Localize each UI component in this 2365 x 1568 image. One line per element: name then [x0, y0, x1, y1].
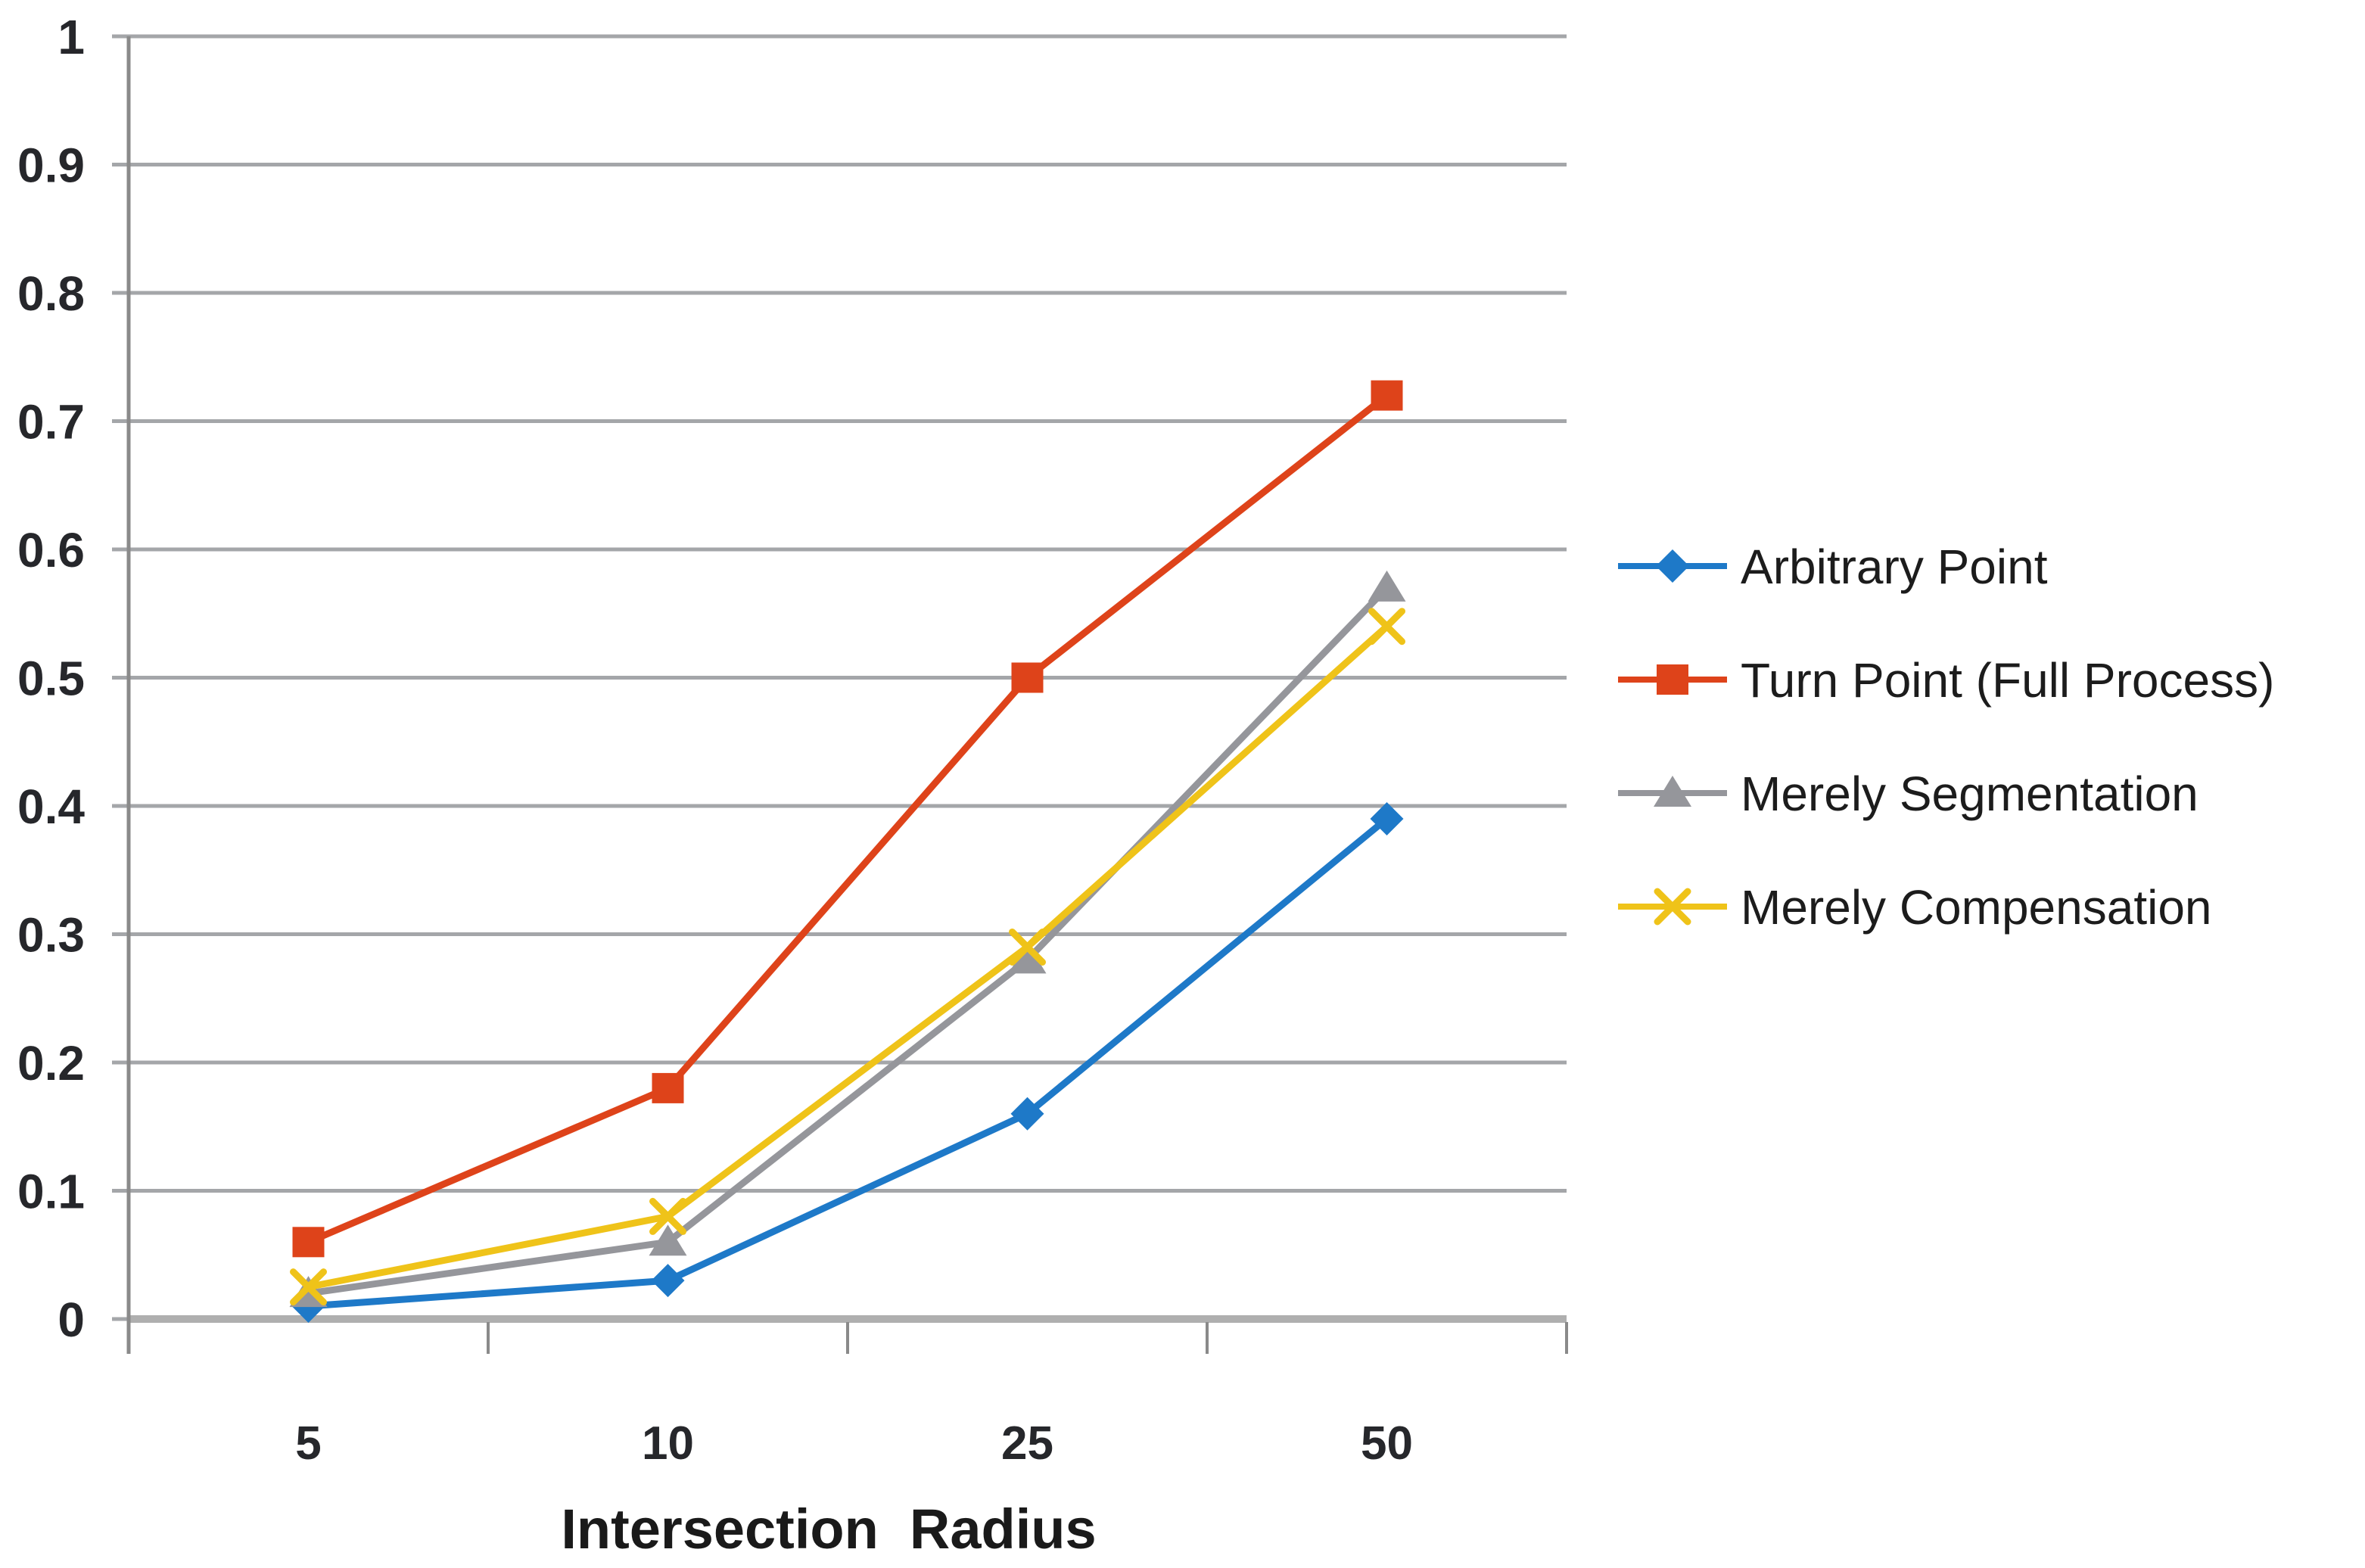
y-axis-labels: 0 0.1 0.2 0.3 0.4 0.5 0.6 0.7 0.8 0.9 1 [17, 10, 85, 1347]
y-tick-label: 0 [58, 1293, 85, 1347]
series-group [289, 380, 1406, 1324]
legend: Arbitrary Point Turn Point (Full Process)… [1618, 540, 2274, 935]
diamond-marker-arbitrary-point [1370, 801, 1404, 835]
triangle-marker-merely-segmentation [1008, 942, 1047, 974]
legend-label: Merely Segmentation [1741, 767, 2199, 821]
axes [126, 36, 1568, 1354]
series-line-merely-compensation [305, 623, 1390, 1291]
y-tick-label: 0.5 [17, 652, 85, 706]
legend-item-turn-point-full-process: Turn Point (Full Process) [1618, 653, 2274, 708]
x-axis-title: Intersection Radius [561, 1498, 1096, 1560]
square-marker-turn-point-full-process [1011, 662, 1044, 693]
x-axis-labels: 5 10 25 50 [295, 1417, 1413, 1470]
series-arbitrary-point [291, 801, 1404, 1324]
x-marker-merely-compensation [290, 1268, 327, 1306]
series-turn-point-full-process [292, 380, 1403, 1258]
y-tick-label: 0.9 [17, 138, 85, 193]
legend-item-merely-compensation: Merely Compensation [1618, 880, 2212, 935]
triangle-marker-merely-segmentation [1368, 570, 1406, 602]
square-marker-legend-turn-point-full-process [1657, 664, 1688, 695]
legend-label: Turn Point (Full Process) [1741, 653, 2274, 708]
y-tick-label: 0.4 [17, 779, 85, 834]
y-tick-label: 0.8 [17, 266, 85, 321]
x-marker-legend-merely-compensation [1654, 888, 1691, 926]
y-tick-label: 0.7 [17, 395, 85, 450]
square-marker-turn-point-full-process [652, 1072, 684, 1103]
gridlines [112, 34, 1567, 1321]
y-tick-label: 0.6 [17, 523, 85, 577]
legend-label: Arbitrary Point [1741, 540, 2048, 594]
diamond-marker-arbitrary-point [651, 1264, 685, 1298]
y-tick-label: 0.1 [17, 1165, 85, 1219]
x-tick-label: 25 [1001, 1417, 1053, 1470]
x-marker-merely-compensation [649, 1197, 686, 1235]
y-tick-label: 0.3 [17, 908, 85, 963]
legend-item-arbitrary-point: Arbitrary Point [1618, 540, 2048, 594]
legend-item-merely-segmentation: Merely Segmentation [1618, 767, 2199, 821]
x-tick-label: 50 [1361, 1417, 1413, 1470]
square-marker-turn-point-full-process [1371, 380, 1403, 411]
x-tick-label: 10 [642, 1417, 694, 1470]
y-tick-label: 0.2 [17, 1036, 85, 1090]
x-marker-merely-compensation [1368, 608, 1405, 646]
triangle-marker-legend-merely-segmentation [1654, 776, 1691, 807]
x-tick-label: 5 [295, 1417, 321, 1470]
diamond-marker-arbitrary-point [1010, 1097, 1044, 1131]
series-merely-compensation [290, 608, 1405, 1306]
y-tick-label: 1 [58, 10, 85, 64]
x-marker-merely-compensation [1009, 928, 1046, 966]
triangle-marker-merely-segmentation [649, 1224, 687, 1256]
diamond-marker-legend-arbitrary-point [1656, 549, 1689, 583]
square-marker-turn-point-full-process [292, 1227, 325, 1258]
series-line-turn-point-full-process [305, 392, 1390, 1246]
legend-label: Merely Compensation [1741, 880, 2212, 935]
series-line-merely-segmentation [305, 584, 1390, 1297]
series-line-arbitrary-point [305, 815, 1390, 1310]
